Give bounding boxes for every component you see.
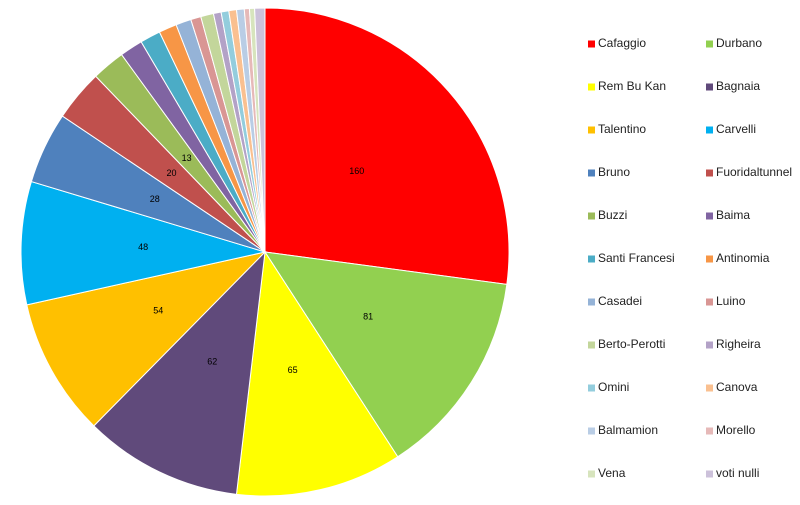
legend-swatch: [706, 83, 713, 91]
legend-label: Omini: [598, 380, 629, 394]
legend-label: Carvelli: [716, 122, 756, 136]
legend-label: voti nulli: [716, 466, 759, 480]
legend-label: Fuoridaltunnel: [716, 165, 792, 179]
legend-label: Buzzi: [598, 208, 627, 222]
legend-swatch: [588, 83, 595, 91]
legend-swatch: [706, 255, 713, 263]
value-label: 62: [207, 356, 217, 366]
value-label: 160: [349, 166, 364, 176]
value-label: 20: [166, 168, 176, 178]
legend-label: Antinomia: [716, 251, 770, 265]
pie-slice: [263, 251, 508, 458]
legend-label: Bruno: [598, 165, 630, 179]
legend-swatch: [706, 341, 713, 349]
legend-label: Baima: [716, 208, 750, 222]
pie-slice: [93, 250, 266, 495]
legend-swatch: [706, 169, 713, 177]
legend-swatch: [706, 298, 713, 306]
legend-swatch: [588, 470, 595, 478]
legend-label: Casadei: [598, 294, 642, 308]
legend-swatch: [706, 212, 713, 220]
legend-swatch: [588, 298, 595, 306]
legend-swatch: [588, 126, 595, 134]
legend-swatch: [706, 427, 713, 435]
pie-slice: [26, 251, 267, 427]
legend-label: Vena: [598, 466, 626, 480]
value-label: 54: [153, 305, 163, 315]
legend-label: Balmamion: [598, 423, 658, 437]
legend-label: Righeira: [716, 337, 761, 351]
legend-swatch: [588, 212, 595, 220]
legend-label: Talentino: [598, 122, 646, 136]
legend-swatch: [706, 126, 713, 134]
legend-swatch: [588, 255, 595, 263]
pie-slice: [264, 7, 510, 285]
legend-label: Rem Bu Kan: [598, 79, 666, 93]
legend-swatch: [588, 427, 595, 435]
legend-label: Canova: [716, 380, 758, 394]
legend-label: Durbano: [716, 36, 762, 50]
legend-swatch: [706, 384, 713, 392]
legend-swatch: [588, 384, 595, 392]
legend-swatch: [588, 40, 595, 48]
pie-slice: [20, 180, 267, 306]
legend-swatch: [588, 169, 595, 177]
value-label: 28: [150, 194, 160, 204]
value-label: 81: [363, 312, 373, 322]
legend-label: Santi Francesi: [598, 251, 675, 265]
value-label: 65: [288, 365, 298, 375]
legend-label: Cafaggio: [598, 36, 646, 50]
legend-label: Morello: [716, 423, 756, 437]
pie-slice: [254, 7, 266, 253]
legend-swatch: [588, 341, 595, 349]
value-label: 48: [138, 242, 148, 252]
legend-swatch: [706, 470, 713, 478]
legend-label: Luino: [716, 294, 746, 308]
legend-label: Berto-Perotti: [598, 337, 665, 351]
value-label: 13: [182, 153, 192, 163]
pie-slice: [235, 250, 399, 497]
legend-swatch: [706, 40, 713, 48]
legend-label: Bagnaia: [716, 79, 760, 93]
